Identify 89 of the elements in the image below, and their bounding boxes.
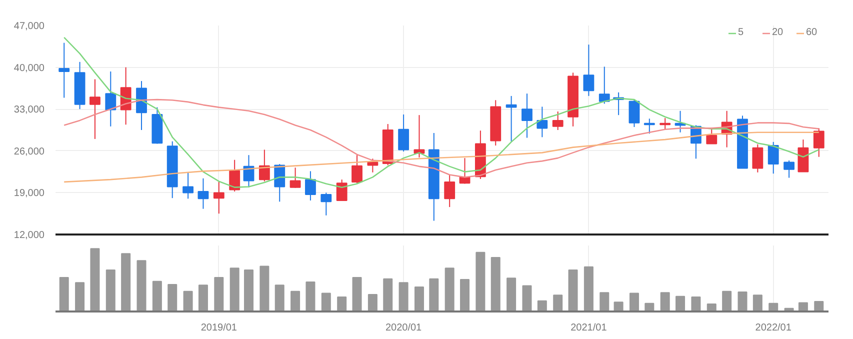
bar (476, 252, 486, 312)
candlestick (105, 70, 116, 127)
bar (398, 282, 408, 312)
candlestick (752, 144, 764, 173)
bar (691, 296, 701, 312)
bar (121, 253, 131, 312)
bar (337, 296, 347, 312)
bar (600, 292, 610, 312)
candlestick (598, 66, 610, 104)
bar (90, 248, 100, 312)
candlestick (506, 95, 517, 142)
candlestick (784, 160, 794, 178)
bar (168, 284, 178, 312)
x-tick-label: 2021/01 (570, 322, 608, 334)
bar (274, 284, 284, 312)
bar (321, 292, 331, 312)
candlestick (198, 178, 209, 210)
x-tick-label: 2020/01 (385, 322, 422, 334)
candlestick (768, 141, 779, 174)
candlestick (58, 42, 70, 98)
candlestick (336, 179, 348, 201)
bar (553, 294, 563, 312)
y-tick-label: 19,000 (14, 188, 45, 200)
bar (506, 278, 516, 312)
candlestick (258, 149, 270, 182)
y-tick-label: 47,000 (14, 21, 45, 32)
bar (584, 266, 594, 312)
candlestick (213, 181, 224, 214)
bar (522, 285, 532, 312)
x-tick-label: 2019/01 (200, 322, 238, 334)
candlestick (522, 93, 532, 138)
candlestick (813, 128, 824, 158)
candlestick (583, 44, 594, 96)
bar (460, 278, 470, 312)
candlestick (290, 167, 301, 188)
bar (290, 290, 300, 312)
bar (306, 281, 316, 312)
bar (429, 278, 439, 312)
y-tick-label: 26,000 (14, 146, 45, 158)
bar (738, 292, 748, 312)
bar (183, 290, 193, 312)
bar (752, 294, 762, 312)
candlestick (182, 172, 194, 200)
candlestick (444, 174, 456, 208)
bar (537, 300, 547, 312)
candlestick (90, 78, 100, 140)
legend-label: 60 (806, 27, 818, 38)
bar (814, 300, 824, 312)
bar (614, 302, 624, 312)
candlestick (305, 170, 316, 201)
y-tick-label: 12,000 (14, 230, 45, 241)
bar (244, 270, 254, 312)
bar (59, 277, 69, 312)
x-tick-label: 2022/01 (755, 322, 792, 334)
candlestick (320, 192, 332, 216)
bar (75, 282, 85, 312)
candlestick (552, 110, 564, 130)
candlestick (644, 118, 655, 134)
bar (798, 302, 808, 312)
bar (198, 284, 208, 312)
candlestick (398, 114, 410, 152)
bar (352, 277, 362, 312)
bar (214, 277, 224, 312)
bar (568, 270, 578, 312)
legend-label: 5 (738, 27, 745, 38)
bar (722, 290, 732, 312)
candlestick (536, 106, 548, 138)
bar (490, 256, 500, 312)
bar (368, 294, 378, 312)
bar (629, 292, 639, 312)
bar (136, 260, 146, 312)
candlestick (660, 118, 671, 130)
bar (444, 268, 454, 312)
bar (414, 286, 424, 312)
bar (676, 296, 686, 312)
bar (152, 280, 162, 312)
bar (230, 268, 240, 312)
bar (383, 278, 393, 312)
candlestick (628, 99, 640, 128)
candlestick (229, 159, 240, 192)
candlestick (352, 154, 362, 184)
bar (260, 266, 270, 312)
legend-label: 20 (772, 27, 784, 38)
candlestick (798, 139, 809, 172)
bar (106, 270, 116, 312)
bar (660, 292, 670, 312)
candlestick (706, 128, 718, 144)
y-tick-label: 33,000 (14, 104, 45, 116)
y-tick-label: 40,000 (14, 62, 45, 74)
